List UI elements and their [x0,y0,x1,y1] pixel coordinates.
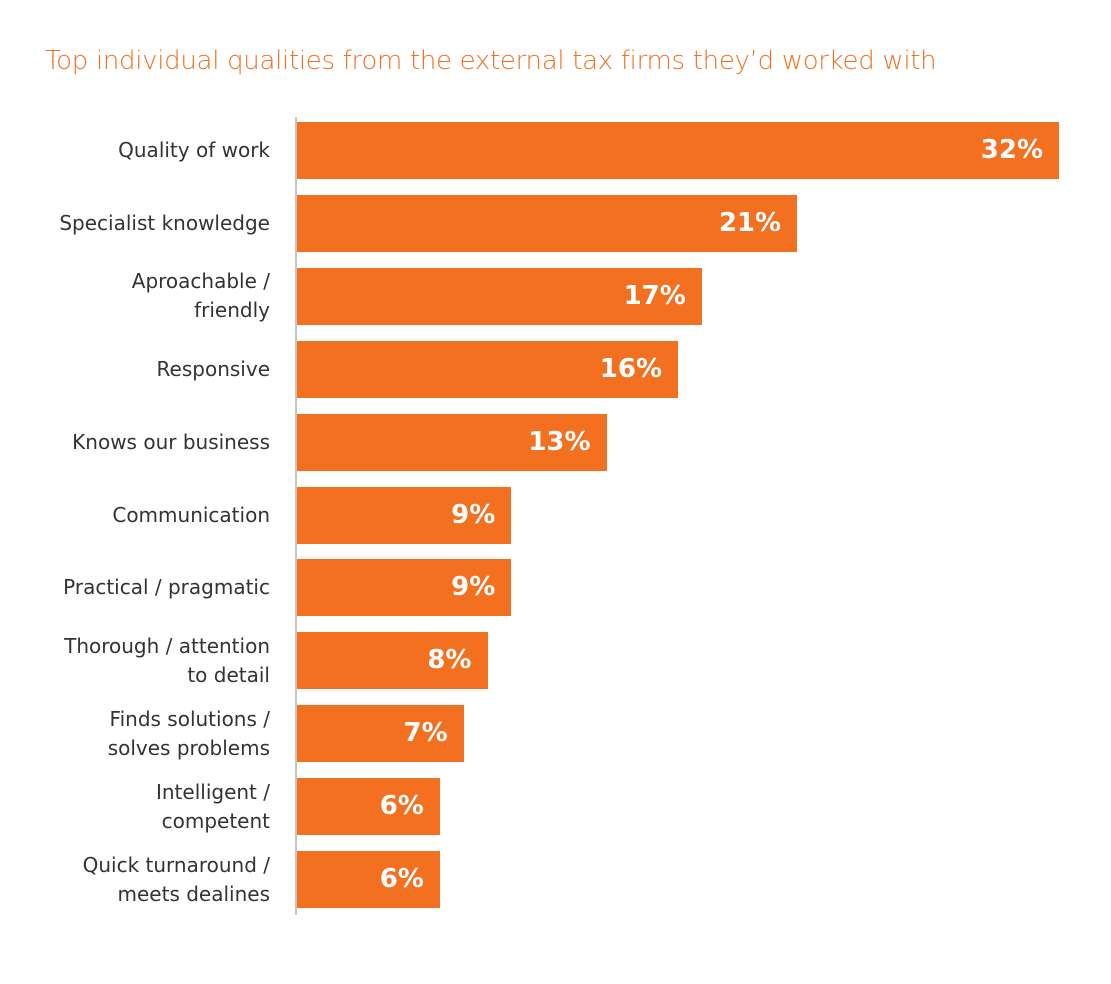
data-label: 8% [427,645,472,676]
bar: 17% [297,267,702,325]
category-label: Responsive [10,341,270,398]
bar: 9% [297,559,512,617]
data-label: 9% [451,499,496,530]
bar: 32% [297,122,1059,179]
category-label: Quick turnaround / meets dealines [10,851,270,908]
bar: 8% [297,632,488,690]
bar: 16% [297,340,678,398]
category-label: Thorough / attention to detail [10,632,270,689]
category-label-line: Communication [112,502,270,527]
category-label: Finds solutions / solves problems [10,705,270,762]
bar: 9% [297,486,512,544]
category-label-line: to detail [187,662,270,687]
category-label-line: Responsive [156,356,270,381]
category-label-line: Quick turnaround / [82,852,270,877]
data-label: 17% [623,280,686,311]
data-label: 6% [379,791,424,822]
category-label: Knows our business [10,414,270,471]
category-label-line: Aproachable / [131,269,270,294]
category-label: Aproachable / friendly [10,268,270,325]
category-label-line: Intelligent / [155,779,270,804]
category-label: Intelligent / competent [10,778,270,835]
chart-title: Top individual qualities from the extern… [45,46,937,76]
category-label-line: Thorough / attention [64,633,270,658]
category-label-line: meets dealines [117,881,270,906]
category-label-line: Practical / pragmatic [63,575,270,600]
bar: 13% [297,413,607,471]
category-label: Communication [10,487,270,544]
bar: 21% [297,194,798,252]
bar: 6% [297,851,440,908]
category-label-line: solves problems [107,735,270,760]
data-label: 9% [451,572,496,603]
category-label-line: Quality of work [118,138,270,162]
data-label: 16% [599,353,662,384]
category-label-line: Finds solutions / [109,706,270,731]
category-label: Practical / pragmatic [10,559,270,616]
data-label: 13% [528,426,591,457]
data-label: 32% [980,135,1043,165]
category-label: Quality of work [10,122,270,179]
category-label-line: Knows our business [72,429,270,454]
bar: 7% [297,705,464,763]
data-label: 7% [403,718,448,749]
category-label-line: friendly [194,298,270,323]
y-axis-line [295,117,297,915]
category-label-line: Specialist knowledge [59,210,270,235]
category-label-line: competent [161,808,270,833]
data-label: 21% [718,207,782,238]
category-label: Specialist knowledge [10,195,270,252]
bar: 6% [297,778,440,836]
data-label: 6% [379,864,424,894]
